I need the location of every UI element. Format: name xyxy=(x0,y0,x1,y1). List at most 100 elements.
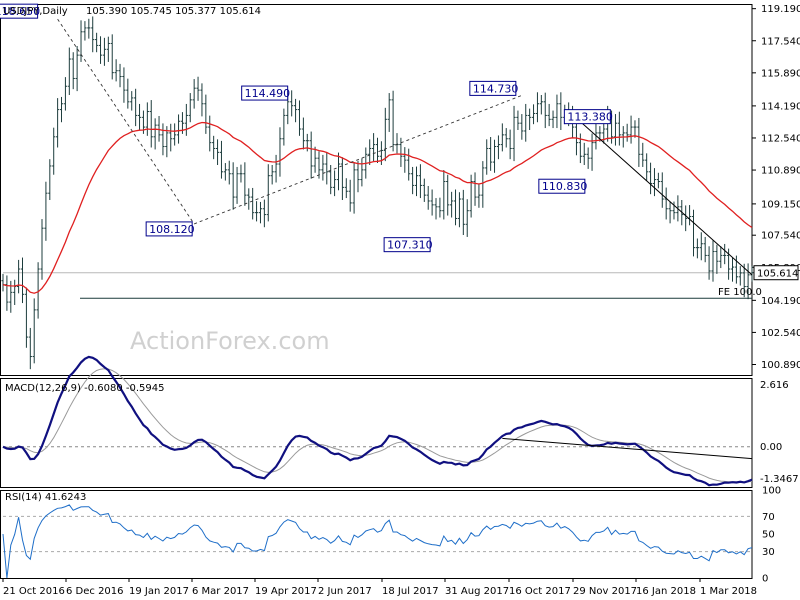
ohlc-bar xyxy=(652,168,657,197)
ohlc-values: 105.390 105.745 105.377 105.614 xyxy=(86,6,261,17)
x-axis-tick-label: 6 Mar 2017 xyxy=(192,586,249,597)
x-axis-tick-label: 2 Jun 2017 xyxy=(318,586,372,597)
price-annotation: 114.730 xyxy=(469,80,518,96)
ohlc-bar xyxy=(738,266,742,286)
price-annotation: 110.830 xyxy=(538,178,587,194)
watermark-text: ActionForex.com xyxy=(130,327,330,355)
ohlc-bar xyxy=(699,232,703,261)
ohlc-bar xyxy=(24,287,29,348)
ohlc-bar xyxy=(20,257,25,304)
ohlc-bar xyxy=(695,238,699,259)
ohlc-bar xyxy=(489,137,493,171)
rsi-y-tick-label: 30 xyxy=(762,547,775,558)
ohlc-bar xyxy=(371,133,376,162)
ohlc-bar xyxy=(247,188,251,210)
ohlc-bar xyxy=(188,93,192,123)
ohlc-bar xyxy=(258,201,263,224)
ohlc-bar xyxy=(535,92,540,123)
ohlc-bar xyxy=(87,18,91,39)
ohlc-bar xyxy=(504,128,508,148)
x-axis-tick-label: 18 Jul 2017 xyxy=(382,586,439,597)
ohlc-bar xyxy=(687,205,692,226)
rsi-label: RSI(14) 41.6243 xyxy=(5,492,86,503)
ohlc-bar xyxy=(137,103,142,130)
ohlc-bar xyxy=(446,174,450,216)
ohlc-bar xyxy=(461,189,465,235)
x-axis-tick-label: 16 Oct 2017 xyxy=(509,586,571,597)
ohlc-bar xyxy=(223,163,227,181)
ohlc-bar xyxy=(134,88,138,127)
last-price-tag-text: 105.614 xyxy=(757,269,798,280)
price-annotation-box xyxy=(563,109,611,125)
price-annotation-box xyxy=(0,3,39,19)
ohlc-bar xyxy=(508,129,512,160)
macd-y-tick-label: -1.3467 xyxy=(760,474,799,485)
price-annotation-text: 118.650 xyxy=(0,5,40,18)
ohlc-bar xyxy=(239,164,243,183)
ohlc-bar xyxy=(531,104,536,125)
ohlc-bar xyxy=(551,110,555,129)
ohlc-bar xyxy=(520,114,524,140)
x-axis-tick-label: 29 Nov 2017 xyxy=(573,586,637,597)
ohlc-bar xyxy=(442,170,446,220)
ohlc-bar xyxy=(414,166,419,197)
ohlc-bar xyxy=(317,151,321,179)
price-annotation: 108.120 xyxy=(145,221,195,237)
ohlc-bar xyxy=(95,32,99,53)
ohlc-bar xyxy=(122,67,126,103)
ohlc-bar xyxy=(13,279,17,305)
ohlc-bar xyxy=(485,139,489,175)
ohlc-bar xyxy=(641,142,645,167)
ohlc-bar xyxy=(430,189,434,216)
macd-panel: 2.616 0.00 -1.3467 xyxy=(0,355,799,488)
ohlc-bar xyxy=(145,102,149,136)
ohlc-bar xyxy=(352,163,356,214)
ohlc-bar xyxy=(282,108,286,146)
fe-level-label: FE 100.0 xyxy=(718,287,762,298)
ohlc-bar xyxy=(219,140,224,179)
ohlc-bar xyxy=(719,246,723,269)
ohlc-bar xyxy=(450,191,454,218)
ohlc-bar xyxy=(539,95,543,115)
moving-average-line xyxy=(2,121,753,294)
last-price-tag-box xyxy=(753,265,799,281)
ohlc-bar xyxy=(59,96,64,123)
ohlc-bar xyxy=(36,262,40,319)
ohlc-bar xyxy=(360,158,364,187)
price-y-tick-label: 100.890 xyxy=(761,360,800,371)
ohlc-bar xyxy=(91,16,95,53)
ohlc-bar xyxy=(648,162,653,195)
ohlc-bar xyxy=(481,161,485,208)
price-annotation: 107.310 xyxy=(383,237,433,253)
ohlc-bar xyxy=(336,152,341,191)
x-axis-tick-label: 31 Aug 2017 xyxy=(445,586,509,597)
ohlc-bar xyxy=(559,92,563,130)
ohlc-bar xyxy=(368,139,372,165)
price-annotation-text: 114.490 xyxy=(245,87,290,100)
price-y-tick-label: 110.890 xyxy=(761,166,800,177)
ohlc-bar xyxy=(711,240,715,282)
ohlc-bar xyxy=(578,133,582,164)
ohlc-bar xyxy=(293,98,298,123)
ohlc-bar xyxy=(40,219,44,280)
ohlc-bar xyxy=(645,153,649,181)
ohlc-bar xyxy=(126,78,130,109)
ohlc-bar xyxy=(555,94,559,129)
ohlc-bar xyxy=(586,147,590,169)
price-annotation-text: 107.310 xyxy=(387,239,433,252)
macd-trend-line xyxy=(502,437,753,460)
x-axis: 21 Oct 2016 6 Dec 2016 19 Jan 2017 6 Mar 20… xyxy=(2,578,757,597)
ohlc-bar xyxy=(547,103,551,127)
rsi-line xyxy=(2,504,753,579)
ohlc-bar xyxy=(730,257,735,282)
ohlc-bar xyxy=(492,139,497,173)
trend-line-dashed xyxy=(57,18,195,225)
ohlc-bar xyxy=(184,103,188,136)
ohlc-bar xyxy=(48,159,52,200)
price-annotation-box xyxy=(241,85,289,101)
ohlc-bar xyxy=(173,123,177,146)
rsi-y-tick-label: 0 xyxy=(762,574,768,585)
ohlc-bar xyxy=(212,135,216,160)
ohlc-bar xyxy=(83,21,87,41)
